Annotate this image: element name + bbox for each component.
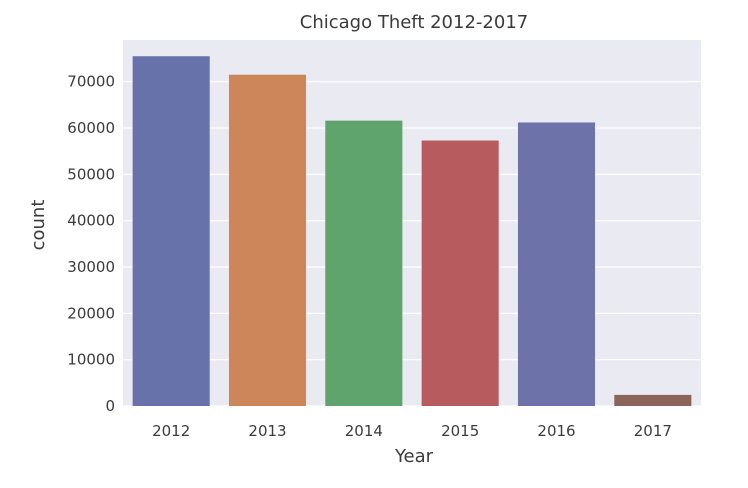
y-tick-label: 10000 (67, 351, 115, 369)
y-tick-label: 20000 (67, 304, 115, 322)
x-tick-label: 2017 (634, 422, 672, 440)
x-tick-label: 2015 (441, 422, 479, 440)
y-tick-labels: 0 10000 20000 30000 40000 50000 60000 70000 (67, 73, 115, 415)
x-tick-label: 2016 (537, 422, 575, 440)
bar-2012 (132, 56, 210, 407)
y-tick-label: 70000 (67, 73, 115, 91)
plot-area (123, 40, 701, 406)
x-tick-label: 2014 (345, 422, 383, 440)
y-tick-label: 30000 (67, 258, 115, 276)
bar-2016 (517, 122, 596, 406)
x-tick-labels: 2012 2013 2014 2015 2016 2017 (152, 422, 672, 440)
y-tick-label: 40000 (67, 212, 115, 230)
chart-title: Chicago Theft 2012-2017 (300, 12, 528, 33)
bar-2015 (421, 140, 499, 406)
gridlines (123, 81, 701, 407)
y-tick-label: 60000 (67, 119, 115, 137)
y-axis-label: count (28, 200, 49, 251)
x-axis-label: Year (394, 446, 434, 467)
y-tick-label: 50000 (67, 165, 115, 183)
x-tick-label: 2012 (152, 422, 190, 440)
bar-2013 (228, 74, 307, 407)
bar-2017 (614, 394, 692, 406)
bars (132, 56, 692, 407)
bar-2014 (325, 120, 403, 406)
y-tick-label: 0 (105, 397, 115, 415)
x-tick-label: 2013 (248, 422, 286, 440)
